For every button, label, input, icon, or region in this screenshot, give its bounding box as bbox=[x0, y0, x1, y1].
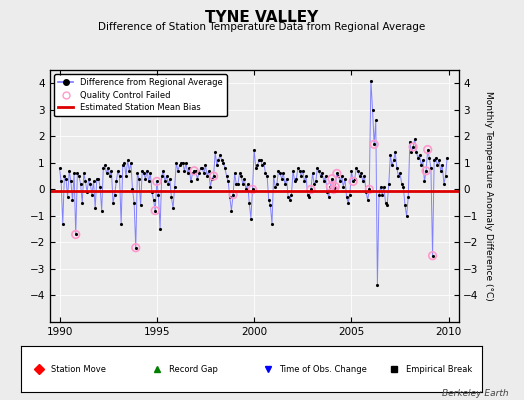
Point bbox=[210, 173, 218, 179]
Point bbox=[326, 184, 334, 190]
Point bbox=[330, 186, 338, 192]
Text: TYNE VALLEY: TYNE VALLEY bbox=[205, 10, 319, 25]
Text: Empirical Break: Empirical Break bbox=[406, 364, 472, 374]
Text: Time of Obs. Change: Time of Obs. Change bbox=[279, 364, 367, 374]
Point bbox=[423, 146, 432, 153]
Point bbox=[365, 186, 374, 192]
Y-axis label: Monthly Temperature Anomaly Difference (°C): Monthly Temperature Anomaly Difference (… bbox=[484, 91, 493, 301]
Text: Berkeley Earth: Berkeley Earth bbox=[442, 389, 508, 398]
Point bbox=[428, 252, 436, 259]
Point bbox=[190, 168, 198, 174]
Text: Difference of Station Temperature Data from Regional Average: Difference of Station Temperature Data f… bbox=[99, 22, 425, 32]
Point bbox=[229, 192, 237, 198]
Point bbox=[409, 144, 417, 150]
Point bbox=[370, 141, 378, 148]
Legend: Difference from Regional Average, Quality Control Failed, Estimated Station Mean: Difference from Regional Average, Qualit… bbox=[54, 74, 227, 116]
Point bbox=[151, 207, 159, 214]
Point bbox=[72, 231, 80, 238]
Point bbox=[132, 244, 140, 251]
Text: Record Gap: Record Gap bbox=[169, 364, 217, 374]
Point bbox=[307, 186, 315, 192]
Point bbox=[248, 186, 257, 192]
Point bbox=[333, 170, 341, 177]
Point bbox=[349, 178, 357, 185]
Text: Station Move: Station Move bbox=[51, 364, 106, 374]
Point bbox=[152, 178, 161, 185]
Point bbox=[422, 168, 430, 174]
Point bbox=[331, 184, 340, 190]
Point bbox=[328, 176, 336, 182]
